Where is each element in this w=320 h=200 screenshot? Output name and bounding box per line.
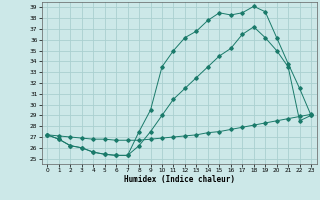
X-axis label: Humidex (Indice chaleur): Humidex (Indice chaleur) [124, 175, 235, 184]
